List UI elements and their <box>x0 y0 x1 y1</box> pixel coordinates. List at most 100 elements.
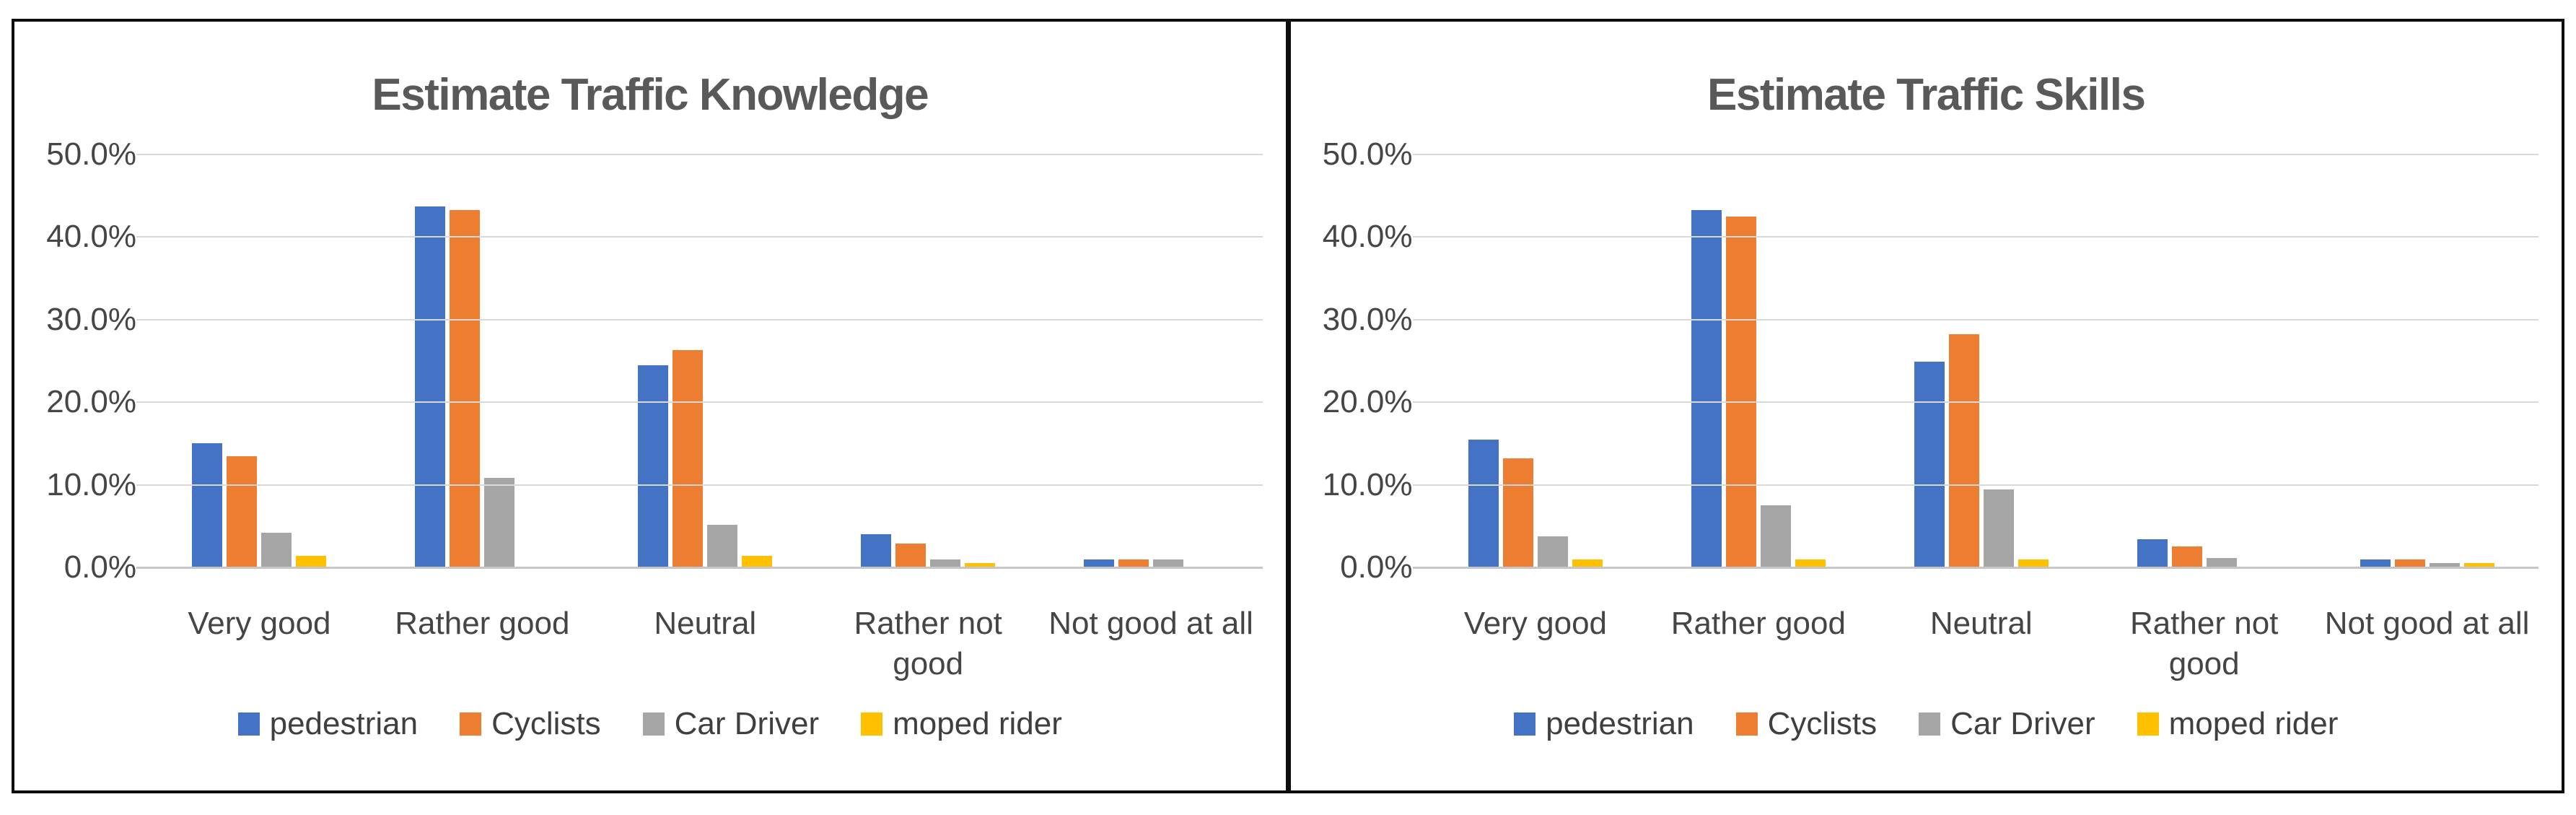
y-tick-label: 30.0% <box>1322 301 1413 337</box>
gridline <box>1412 484 2538 486</box>
bar-cyclists-rather-good <box>450 209 481 567</box>
bar-pedestrian-neutral <box>1914 362 1945 567</box>
gridline <box>136 401 1263 404</box>
chart-panel-skills: Estimate Traffic Skills 50.0% 40.0% 30.0% 2… <box>1287 19 2564 793</box>
bar-moped-rider-very-good <box>296 555 327 567</box>
plot-area <box>1412 154 2539 569</box>
y-tick-label: 30.0% <box>46 301 136 337</box>
category-group-not-good-at-all <box>2316 154 2538 567</box>
y-axis-labels: 50.0% 40.0% 30.0% 20.0% 10.0% 0.0% <box>1305 136 1413 585</box>
bars-row <box>1424 154 2539 567</box>
legend-swatch-icon <box>1919 712 1941 736</box>
bar-car-driver-not-good-at-all <box>1153 559 1184 567</box>
bar-car-driver-very-good <box>1537 536 1568 567</box>
x-axis-label-very-good: Very good <box>1463 606 1608 641</box>
legend-swatch-icon <box>2137 712 2159 736</box>
bar-moped-rider-rather-good <box>1795 559 1826 567</box>
category-group-not-good-at-all <box>1040 154 1263 567</box>
legend-label: Cyclists <box>491 706 601 741</box>
gridline <box>1412 236 2538 238</box>
legend-swatch-icon <box>237 712 260 736</box>
bar-cyclists-very-good <box>1502 458 1533 567</box>
category-group-rather-good <box>371 154 594 567</box>
bar-cyclists-rather-good <box>1725 216 1756 567</box>
bar-car-driver-rather-not-good <box>930 559 961 567</box>
chart-title: Estimate Traffic Knowledge <box>372 70 929 120</box>
legend-swatch-icon <box>460 712 482 736</box>
bar-cyclists-not-good-at-all <box>1118 559 1149 567</box>
bar-moped-rider-not-good-at-all <box>2463 563 2494 567</box>
category-group-neutral <box>1870 154 2093 567</box>
x-axis-label-rather-good: Rather good <box>1670 606 1846 641</box>
bar-pedestrian-not-good-at-all <box>2360 559 2391 567</box>
bar-moped-rider-very-good <box>1572 559 1603 567</box>
chart-title: Estimate Traffic Skills <box>1707 70 2146 120</box>
legend-swatch-icon <box>642 712 665 736</box>
bar-car-driver-neutral <box>707 524 738 567</box>
legend-item-pedestrian: pedestrian <box>237 706 419 742</box>
gridline <box>1412 154 2538 155</box>
x-axis-labels: Very good Rather good Neutral Rather not go… <box>148 603 1263 685</box>
gridline <box>136 318 1263 321</box>
legend-item-moped-rider: moped rider <box>861 706 1062 742</box>
legend-label: pedestrian <box>269 706 419 741</box>
category-group-rather-good <box>1647 154 1870 567</box>
bar-cyclists-rather-not-good <box>895 543 926 567</box>
legend-item-moped-rider: moped rider <box>2137 706 2339 742</box>
legend-label: pedestrian <box>1546 706 1694 741</box>
y-tick-label: 10.0% <box>46 466 136 502</box>
legend-swatch-icon <box>1735 712 1758 736</box>
bar-car-driver-not-good-at-all <box>2429 563 2460 567</box>
bar-pedestrian-rather-not-good <box>2137 539 2168 567</box>
x-axis-label-neutral: Neutral <box>1929 606 2033 641</box>
category-group-rather-not-good <box>2093 154 2316 567</box>
legend-label: moped rider <box>2168 706 2339 741</box>
y-tick-label: 50.0% <box>1322 136 1413 172</box>
bar-cyclists-neutral <box>673 350 704 567</box>
bar-cyclists-rather-not-good <box>2171 546 2202 567</box>
legend: pedestrian Cyclists Car Driver moped rider <box>1291 706 2562 742</box>
category-group-very-good <box>1424 154 1647 567</box>
x-axis-line <box>1412 567 2538 569</box>
bar-pedestrian-neutral <box>638 365 669 567</box>
gridline <box>1412 401 2538 404</box>
y-tick-label: 40.0% <box>1322 219 1413 255</box>
y-tick-label: 20.0% <box>1322 384 1413 420</box>
bars-row <box>148 154 1263 567</box>
gridline <box>136 236 1263 238</box>
bar-pedestrian-rather-not-good <box>861 534 892 567</box>
x-axis-label-very-good: Very good <box>188 606 331 641</box>
legend-label: Car Driver <box>674 706 820 741</box>
gridline <box>1412 318 2538 321</box>
x-axis-label-neutral: Neutral <box>654 606 757 641</box>
bar-car-driver-rather-not-good <box>2206 558 2237 567</box>
legend-item-car-driver: Car Driver <box>1919 706 2095 742</box>
x-axis-label-rather-good: Rather good <box>395 606 570 641</box>
y-tick-label: 10.0% <box>1322 466 1413 502</box>
legend-label: moped rider <box>893 706 1062 741</box>
x-axis-label-not-good-at-all: Not good at all <box>2324 606 2530 641</box>
x-axis-line <box>136 567 1263 569</box>
gridline <box>136 484 1263 486</box>
bar-car-driver-very-good <box>261 532 292 567</box>
bar-pedestrian-not-good-at-all <box>1084 559 1115 567</box>
x-axis-labels: Very good Rather good Neutral Rather not go… <box>1424 603 2539 685</box>
bar-cyclists-very-good <box>227 456 258 567</box>
y-tick-label: 40.0% <box>46 219 136 255</box>
y-tick-label: 0.0% <box>1340 549 1413 585</box>
x-axis-label-rather-not-good: Rather not good <box>2129 606 2279 682</box>
page-frame: Estimate Traffic Knowledge 50.0% 40.0% 30.… <box>12 19 2564 793</box>
bar-pedestrian-very-good <box>1468 439 1499 567</box>
legend-item-car-driver: Car Driver <box>642 706 820 742</box>
bar-cyclists-not-good-at-all <box>2394 559 2425 567</box>
bar-pedestrian-very-good <box>192 443 223 567</box>
bar-pedestrian-rather-good <box>415 206 446 567</box>
legend-swatch-icon <box>861 712 883 736</box>
bar-moped-rider-neutral <box>742 555 773 567</box>
plot-area <box>136 154 1263 569</box>
legend-label: Cyclists <box>1767 706 1878 741</box>
bar-moped-rider-neutral <box>2018 559 2049 567</box>
gridline <box>136 154 1263 155</box>
category-group-very-good <box>148 154 371 567</box>
legend: pedestrian Cyclists Car Driver moped rider <box>14 706 1286 742</box>
